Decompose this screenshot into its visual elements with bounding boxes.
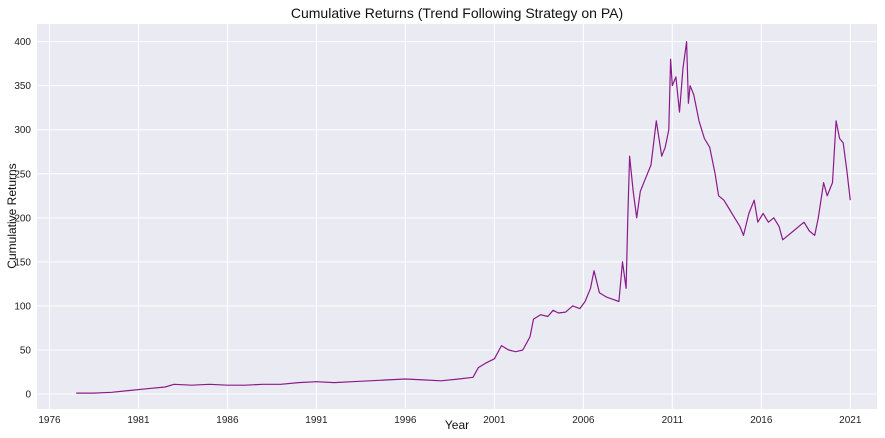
x-tick-label: 2021 <box>839 415 862 426</box>
x-axis-title: Year <box>445 418 469 432</box>
x-tick-label: 2006 <box>572 415 595 426</box>
y-gridlines <box>37 41 877 395</box>
y-tick-labels: 0 50 100 150 200 250 300 350 400 <box>14 37 31 400</box>
x-tick-label: 1991 <box>305 415 328 426</box>
x-tick-label: 1996 <box>394 415 417 426</box>
x-tick-label: 2001 <box>483 415 506 426</box>
y-tick-label: 200 <box>14 213 31 224</box>
x-tick-label: 1986 <box>216 415 239 426</box>
y-tick-label: 50 <box>20 345 32 356</box>
x-tick-label: 2016 <box>750 415 773 426</box>
y-tick-label: 100 <box>14 301 31 312</box>
y-tick-label: 250 <box>14 169 31 180</box>
x-tick-label: 1981 <box>127 415 150 426</box>
y-tick-label: 350 <box>14 81 31 92</box>
x-tick-labels: 1976 1981 1986 1991 1996 2001 2006 2011 2016 2021 <box>38 415 862 426</box>
plot-background <box>37 24 877 409</box>
y-tick-label: 400 <box>14 37 31 48</box>
y-tick-label: 300 <box>14 125 31 136</box>
y-tick-label: 0 <box>25 390 31 401</box>
x-tick-label: 1976 <box>38 415 61 426</box>
y-axis-title: Cumulative Returns <box>5 163 19 268</box>
x-tick-label: 2011 <box>662 415 684 426</box>
chart-title: Cumulative Returns (Trend Following Stra… <box>291 5 623 21</box>
y-tick-label: 150 <box>14 257 31 268</box>
series-line <box>76 41 851 394</box>
